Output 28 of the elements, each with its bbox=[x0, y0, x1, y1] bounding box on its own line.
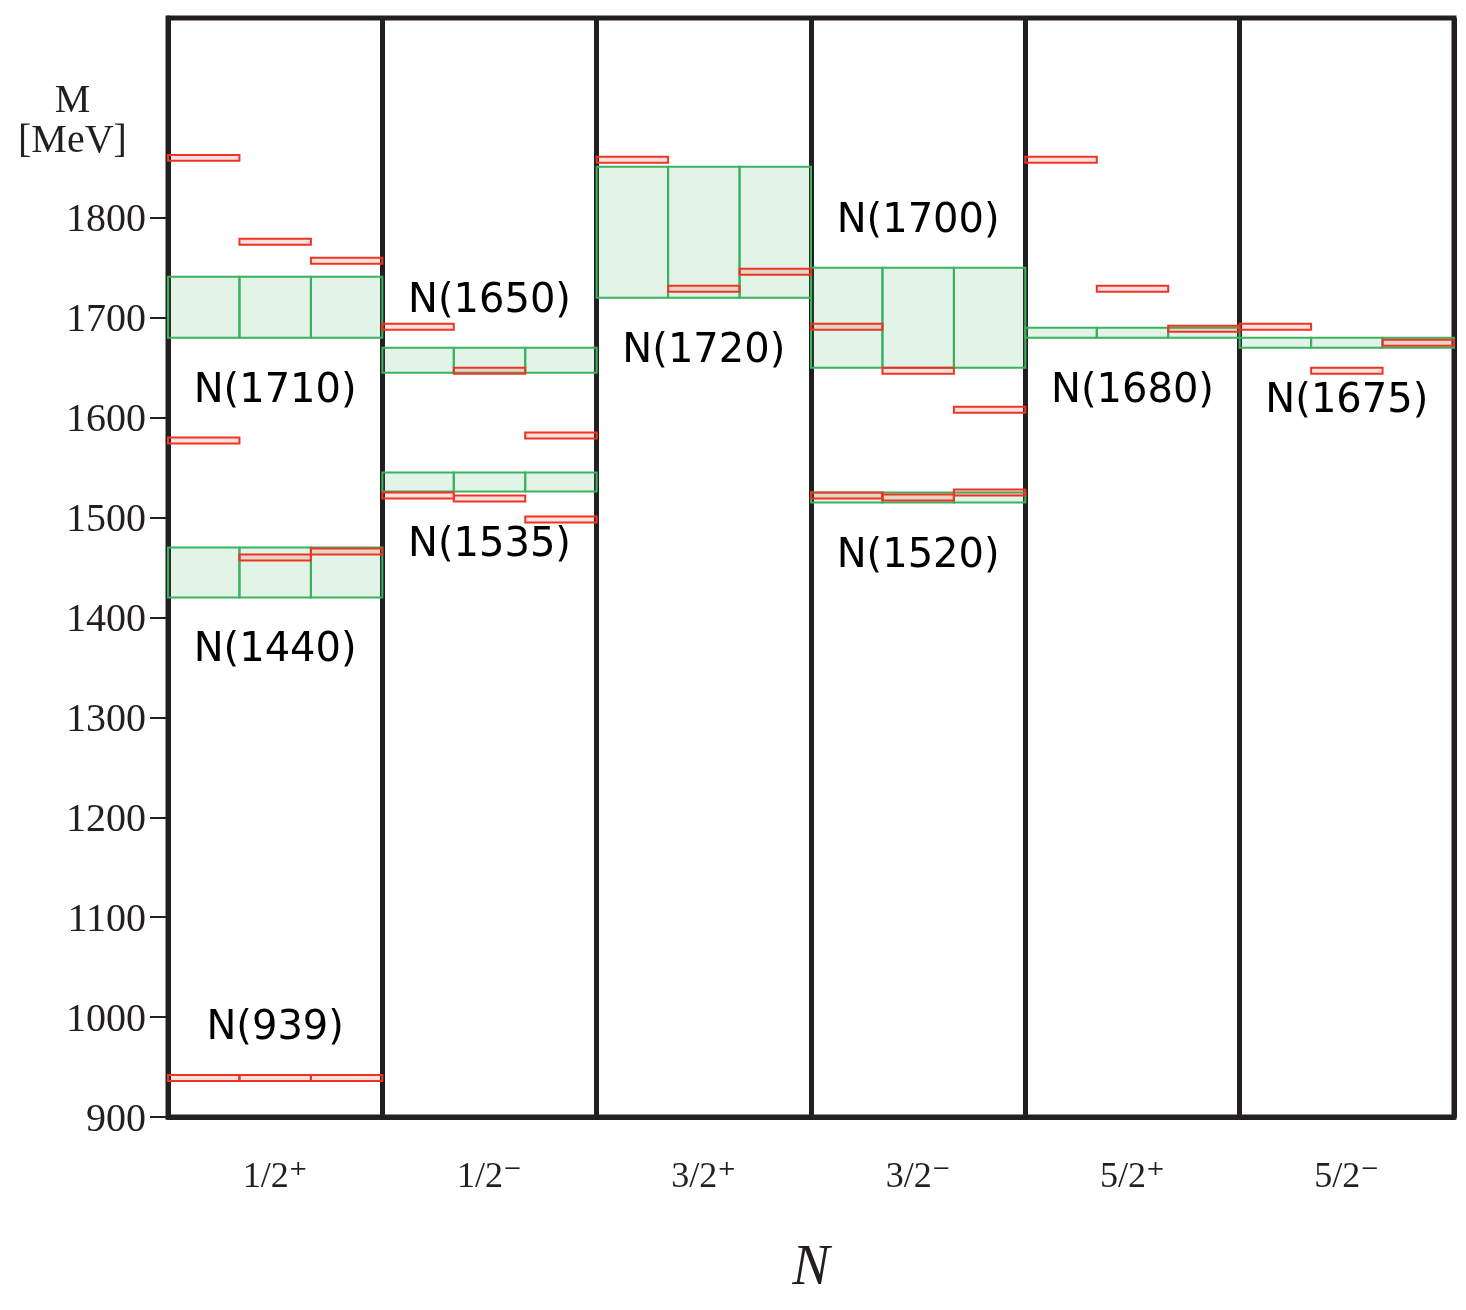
annotation: N(1535) bbox=[408, 518, 571, 565]
y-tick-label: 1500 bbox=[66, 495, 146, 541]
annotation: N(1700) bbox=[836, 194, 1000, 241]
annotation: N(1520) bbox=[836, 529, 1000, 576]
y-tick-label: 1700 bbox=[66, 295, 146, 341]
y-tick-label: 1600 bbox=[66, 395, 146, 441]
x-tick-label: 5/2⁺ bbox=[1099, 1155, 1166, 1195]
x-tick-label: 3/2⁺ bbox=[671, 1155, 737, 1195]
annotation: N(1440) bbox=[193, 624, 357, 671]
annotation: N(1650) bbox=[408, 274, 571, 321]
y-tick-label: 1000 bbox=[66, 994, 146, 1040]
annotation: N(1710) bbox=[193, 364, 357, 411]
y-tick-label: 1200 bbox=[66, 794, 146, 840]
y-tick-label: 1100 bbox=[67, 894, 146, 940]
x-tick-label: 5/2⁻ bbox=[1314, 1155, 1380, 1195]
annotation: N(1680) bbox=[1051, 364, 1214, 411]
y-tick-label: 900 bbox=[86, 1094, 146, 1140]
x-tick-label: 1/2⁻ bbox=[456, 1155, 523, 1195]
annotation: N(939) bbox=[206, 1002, 344, 1049]
y-tick-label: 1400 bbox=[66, 594, 146, 640]
x-axis-title: N bbox=[791, 1234, 833, 1296]
y-axis-title: M [MeV] bbox=[17, 75, 127, 161]
y-tick-label: 1300 bbox=[66, 694, 146, 740]
y-tick-label: 1800 bbox=[66, 195, 146, 241]
annotation: N(1720) bbox=[622, 324, 786, 371]
annotation: N(1675) bbox=[1265, 374, 1429, 421]
x-tick-label: 1/2⁺ bbox=[242, 1155, 308, 1195]
x-tick-label: 3/2⁻ bbox=[885, 1155, 951, 1195]
